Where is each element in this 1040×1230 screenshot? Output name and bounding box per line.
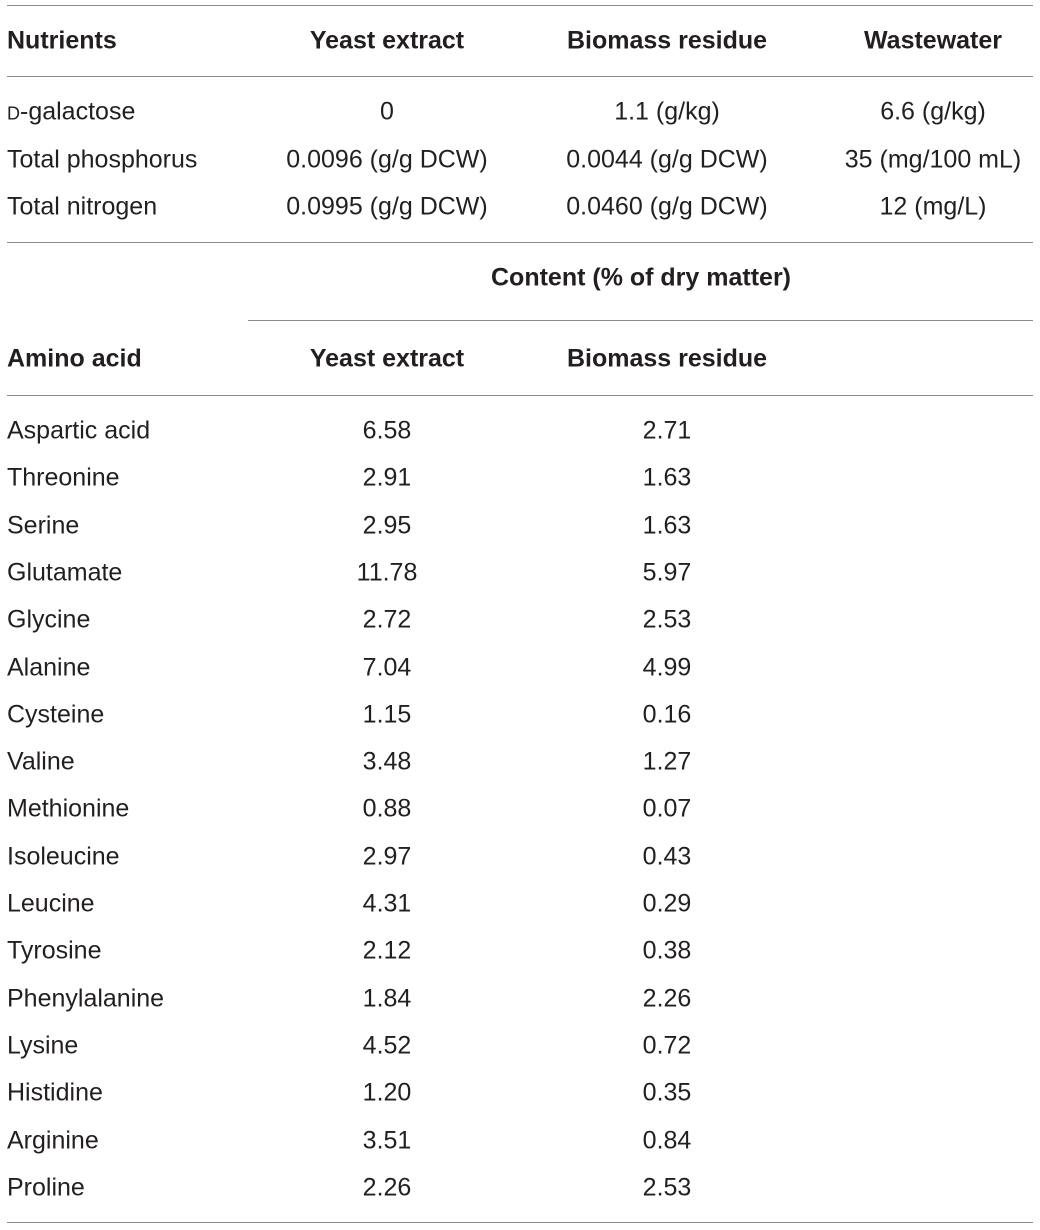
row-label: Phenylalanine [7, 984, 165, 1013]
column-header: Wastewater [863, 26, 1003, 55]
table-cell: 4.99 [642, 653, 692, 682]
column-header: Yeast extract [309, 344, 465, 373]
table-cell: 0.0096 (g/g DCW) [286, 145, 488, 173]
table-cell: 0.0044 (g/g DCW) [566, 145, 768, 173]
row-label: Valine [7, 747, 75, 776]
table-cell: 6.6 (g/kg) [880, 97, 986, 126]
column-header: Amino acid [7, 344, 142, 373]
rule [7, 5, 1033, 6]
table-cell: 1.15 [362, 700, 412, 729]
table-cell: 5.97 [642, 558, 692, 587]
row-label: D-galactose [7, 97, 136, 126]
table-cell: 2.53 [642, 1173, 692, 1202]
rule [248, 320, 1033, 321]
table-cell: 0.0995 (g/g DCW) [286, 192, 488, 221]
table-cell: 1.63 [642, 511, 692, 540]
table-cell: 1.84 [362, 984, 412, 1013]
table-cell: 2.91 [362, 463, 412, 492]
row-label: Glutamate [7, 558, 123, 587]
table-cell: 0.84 [642, 1126, 692, 1155]
row-label: Cysteine [7, 700, 105, 729]
row-label: Histidine [7, 1078, 103, 1107]
table-cell: 4.52 [362, 1031, 412, 1060]
table-cell: 2.95 [362, 511, 412, 540]
table-cell: 0 [380, 97, 394, 126]
table-cell: 2.26 [362, 1173, 412, 1202]
table-cell: 0.16 [642, 700, 692, 729]
table-cell: 0.0460 (g/g DCW) [566, 192, 768, 221]
row-label: Lysine [7, 1031, 79, 1060]
spanning-header: Content (% of dry matter) [491, 263, 791, 292]
table-cell: 1.20 [362, 1078, 412, 1107]
row-label: Leucine [7, 889, 95, 918]
table-cell: 2.71 [642, 416, 692, 445]
row-label: Aspartic acid [7, 416, 151, 445]
column-header: Yeast extract [309, 26, 465, 55]
row-label: Total nitrogen [7, 192, 158, 221]
table-cell: 0.38 [642, 936, 692, 965]
row-label: Methionine [7, 794, 130, 823]
row-label: Proline [7, 1173, 85, 1202]
table-cell: 0.88 [362, 794, 412, 823]
table-cell: 0.72 [642, 1031, 692, 1060]
row-label: Tyrosine [7, 936, 102, 965]
table-cell: 0.35 [642, 1078, 692, 1107]
table-cell: 2.97 [362, 842, 412, 871]
table-cell: 2.26 [642, 984, 692, 1013]
column-header: Biomass residue [566, 26, 768, 55]
table-cell: 2.72 [362, 605, 412, 634]
table-cell: 12 (mg/L) [879, 192, 987, 221]
rule [7, 1222, 1033, 1223]
rule [7, 395, 1033, 396]
table-cell: 2.53 [642, 605, 692, 634]
row-label: Alanine [7, 653, 91, 682]
table-cell: 0.07 [642, 794, 692, 823]
rule [7, 76, 1033, 77]
table-cell: 2.12 [362, 936, 412, 965]
table-cell: 11.78 [356, 558, 418, 587]
table-cell: 3.48 [362, 747, 412, 776]
table-cell: 3.51 [362, 1126, 412, 1155]
table-cell: 6.58 [362, 416, 412, 445]
row-label: Serine [7, 511, 80, 540]
table-cell: 0.43 [642, 842, 692, 871]
table-cell: 4.31 [362, 889, 412, 918]
column-header: Biomass residue [566, 344, 768, 373]
rule [7, 242, 1033, 243]
table-cell: 7.04 [362, 653, 412, 682]
column-header: Nutrients [7, 26, 117, 55]
row-label: Glycine [7, 605, 91, 634]
row-label: Total phosphorus [7, 145, 198, 173]
table-cell: 0.29 [642, 889, 692, 918]
table-cell: 1.27 [642, 747, 692, 776]
table-cell: 35 (mg/100 mL) [844, 145, 1022, 173]
row-label: Threonine [7, 463, 120, 492]
row-label: Isoleucine [7, 842, 120, 871]
table-cell: 1.1 (g/kg) [614, 97, 720, 126]
table-cell: 1.63 [642, 463, 692, 492]
row-label: Arginine [7, 1126, 99, 1155]
